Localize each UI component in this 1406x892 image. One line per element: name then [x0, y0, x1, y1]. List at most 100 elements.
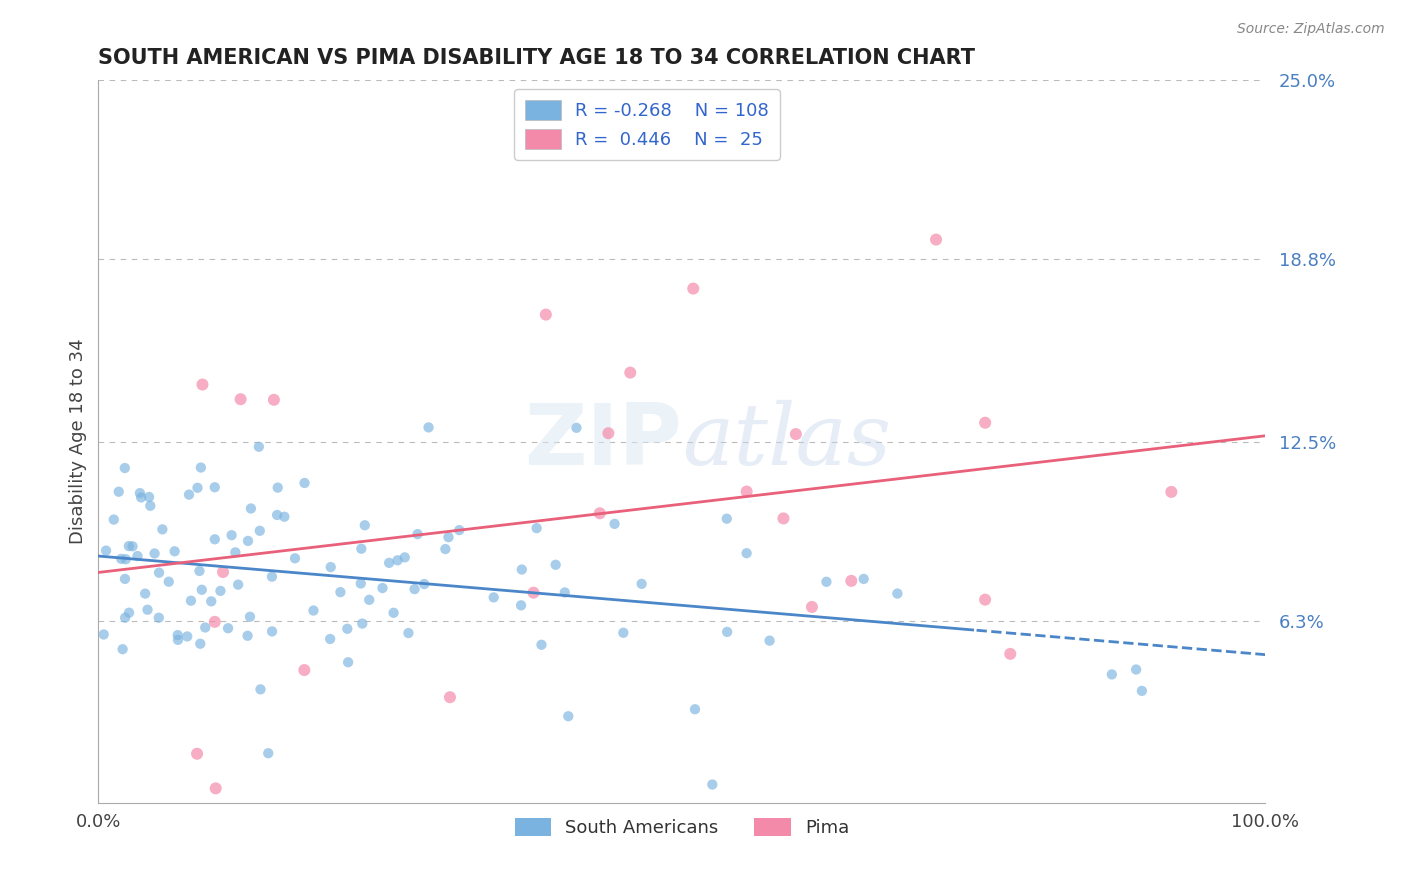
Point: [114, 552, 136, 566]
Point: [191, 377, 214, 392]
Point: [350, 541, 373, 556]
Point: [224, 545, 246, 559]
Point: [406, 527, 429, 541]
Point: [839, 574, 862, 588]
Point: [267, 481, 290, 495]
Legend: South Americans, Pima: South Americans, Pima: [508, 811, 856, 845]
Point: [554, 585, 576, 599]
Point: [236, 533, 259, 548]
Point: [557, 709, 579, 723]
Point: [188, 637, 211, 651]
Point: [630, 577, 652, 591]
Point: [209, 583, 232, 598]
Point: [530, 638, 553, 652]
Point: [204, 533, 226, 547]
Point: [735, 484, 758, 499]
Point: [319, 560, 342, 574]
Point: [702, 778, 724, 792]
Point: [682, 282, 704, 296]
Point: [974, 592, 997, 607]
Point: [110, 552, 132, 566]
Point: [273, 509, 295, 524]
Point: [439, 690, 461, 705]
Point: [371, 581, 394, 595]
Point: [359, 592, 381, 607]
Point: [565, 421, 588, 435]
Text: atlas: atlas: [682, 401, 891, 483]
Point: [212, 565, 235, 579]
Point: [603, 516, 626, 531]
Point: [404, 582, 426, 596]
Point: [387, 553, 409, 567]
Point: [200, 594, 222, 608]
Point: [111, 642, 134, 657]
Point: [167, 632, 190, 647]
Point: [800, 599, 823, 614]
Point: [176, 629, 198, 643]
Point: [260, 569, 283, 583]
Point: [129, 491, 152, 505]
Text: ZIP: ZIP: [524, 400, 682, 483]
Point: [352, 616, 374, 631]
Point: [852, 572, 875, 586]
Point: [510, 562, 533, 576]
Point: [758, 633, 780, 648]
Point: [249, 682, 271, 697]
Point: [772, 511, 794, 525]
Point: [716, 624, 738, 639]
Point: [544, 558, 567, 572]
Y-axis label: Disability Age 18 to 34: Disability Age 18 to 34: [69, 339, 87, 544]
Point: [148, 566, 170, 580]
Point: [118, 606, 141, 620]
Point: [735, 546, 758, 560]
Point: [619, 366, 641, 380]
Point: [534, 308, 557, 322]
Point: [589, 506, 612, 520]
Point: [217, 621, 239, 635]
Point: [121, 539, 143, 553]
Point: [191, 582, 214, 597]
Point: [482, 591, 505, 605]
Point: [294, 475, 316, 490]
Point: [186, 747, 208, 761]
Point: [302, 603, 325, 617]
Point: [785, 427, 807, 442]
Point: [378, 556, 401, 570]
Point: [683, 702, 706, 716]
Point: [249, 524, 271, 538]
Point: [319, 632, 342, 646]
Point: [166, 628, 188, 642]
Point: [510, 599, 533, 613]
Point: [226, 577, 249, 591]
Point: [103, 512, 125, 526]
Point: [437, 530, 460, 544]
Point: [138, 490, 160, 504]
Point: [118, 539, 141, 553]
Point: [93, 627, 115, 641]
Point: [266, 508, 288, 522]
Point: [284, 551, 307, 566]
Point: [257, 746, 280, 760]
Point: [127, 549, 149, 563]
Point: [236, 629, 259, 643]
Point: [353, 518, 375, 533]
Point: [177, 488, 200, 502]
Point: [239, 609, 262, 624]
Point: [925, 233, 948, 247]
Point: [522, 585, 544, 599]
Point: [136, 603, 159, 617]
Point: [247, 440, 270, 454]
Point: [186, 481, 208, 495]
Point: [229, 392, 252, 407]
Point: [612, 625, 634, 640]
Point: [350, 576, 373, 591]
Point: [180, 593, 202, 607]
Point: [163, 544, 186, 558]
Point: [204, 781, 226, 796]
Point: [886, 586, 908, 600]
Point: [434, 542, 457, 557]
Point: [194, 620, 217, 634]
Point: [292, 663, 315, 677]
Point: [114, 461, 136, 475]
Point: [526, 521, 548, 535]
